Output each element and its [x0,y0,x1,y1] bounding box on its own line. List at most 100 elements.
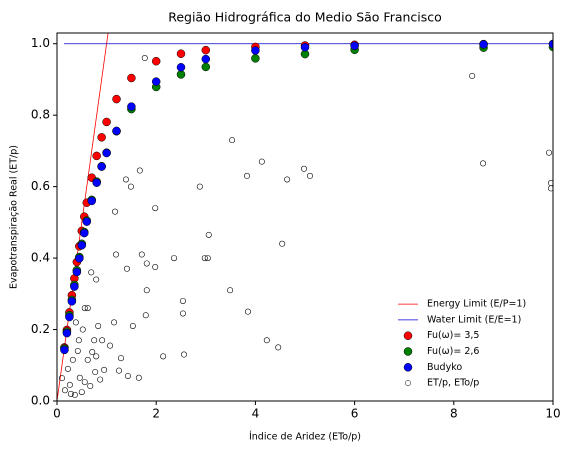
observed-point [124,372,131,379]
observed-point [79,326,86,333]
observed-point [135,374,142,381]
observed-point [152,264,159,271]
curve-point [127,73,136,83]
observed-point [71,391,78,398]
observed-point [244,308,251,315]
curve-point [350,41,359,51]
legend-label: Budyko [427,362,462,373]
curve-point [201,45,211,55]
observed-point [306,172,313,179]
observed-point [84,356,91,363]
observed-point [69,356,76,363]
observed-point [279,240,286,247]
observed-point [113,251,120,258]
legend-label: ET/p, ETo/p [427,378,479,389]
legend-label: Fu(ω)= 3,5 [427,330,479,341]
observed-point [66,381,73,388]
observed-point [64,365,71,372]
curve-point [201,54,211,64]
curve-point [102,117,111,127]
observed-point [95,322,102,329]
y-tick-label: 0.4 [31,251,50,265]
observed-point [179,297,186,304]
x-tick-label: 8 [450,407,458,421]
observed-point [196,183,203,190]
observed-point [179,310,186,317]
legend-swatch [403,363,413,372]
observed-point [117,355,124,362]
observed-point [97,376,104,383]
curve-point [112,94,121,104]
observed-point [127,183,134,190]
observed-point [129,322,136,329]
x-tick-label: 10 [545,407,560,421]
legend-label: Fu(ω)= 2,6 [427,346,479,357]
curve-point [201,62,211,72]
curve-point [70,282,79,291]
observed-point [76,374,83,381]
observed-point [123,265,130,272]
curve-point [176,70,186,79]
observed-point [81,305,88,312]
curve-point [251,54,260,63]
observed-point [84,305,91,312]
observed-point [205,231,212,238]
y-tick-label: 0.6 [31,179,50,193]
observed-point [275,344,282,351]
legend-label: Energy Limit (E/P=1) [427,299,526,310]
observed-point [171,255,178,262]
curve-point [112,126,121,136]
curve-point [77,240,87,250]
curve-point [65,312,74,322]
observed-point [74,347,81,354]
observed-point [229,137,236,144]
x-tick-label: 2 [152,407,160,421]
curve-point [251,46,260,55]
observed-point [112,208,119,215]
x-tick-label: 4 [252,407,260,421]
y-axis-label: Evapotranspiração Real (ET/p) [9,145,20,289]
observed-point [141,55,148,62]
observed-point [160,353,167,360]
curve-point [97,162,106,171]
curve-point [102,148,111,158]
observed-point [142,312,149,319]
x-tick-label: 0 [53,407,61,421]
curve-point [80,228,89,238]
legend-swatch [403,347,413,356]
curve-point [479,40,488,49]
observed-point [93,353,100,360]
observed-point [284,176,291,183]
observed-point [546,149,553,156]
observed-point [143,260,150,267]
curve-point [300,43,310,52]
plot-frame [56,32,554,402]
observed-point [469,72,476,79]
observed-point [78,389,85,396]
curve-point [176,63,186,72]
observed-point [93,276,100,283]
observed-point [227,287,234,294]
observed-point [258,158,265,165]
observed-point [91,337,98,344]
curve-point [82,217,92,226]
observed-point [263,337,270,344]
observed-point [81,379,88,386]
curve-point [60,345,69,355]
observed-point [107,342,114,349]
plot-area [57,33,553,401]
curve-point [151,77,161,86]
observed-point [122,176,129,183]
curve-point [151,56,161,66]
observed-point [87,382,94,389]
curve-point [127,102,136,111]
observed-point [136,167,143,174]
observed-point [72,319,79,326]
legend-swatch [403,331,413,340]
curve-point [87,196,96,206]
observed-point [101,366,108,373]
curve-point [548,40,553,49]
legend-label: Water Limit (E/E=1) [427,314,521,325]
curve-point [67,297,77,306]
